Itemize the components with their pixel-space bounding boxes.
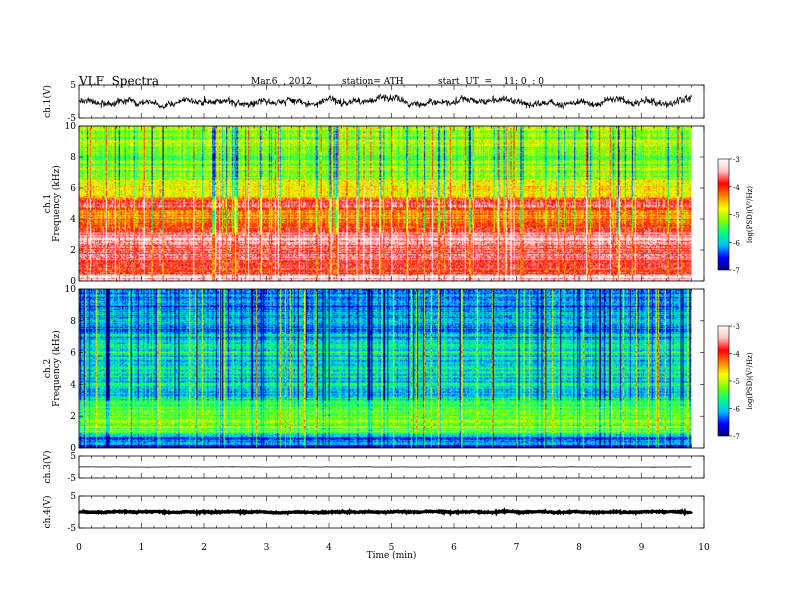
x-tick-label: 8	[576, 543, 582, 553]
x-tick-label: 6	[451, 543, 457, 553]
ch1-spectrogram-ytick-label: 4	[70, 215, 76, 225]
ch1-spectrogram-image	[79, 126, 692, 281]
ch1-waveform-ytick-label: -5	[67, 114, 76, 124]
x-tick-label: 4	[326, 543, 332, 553]
ch1-spectrogram-ytick-label: 2	[70, 246, 76, 256]
colorbar-tick-label: -7	[733, 267, 740, 275]
colorbar-tick-label: -4	[733, 351, 740, 359]
header-station: station= ATH	[342, 77, 404, 87]
ch2-spectrogram-ytick-label: 6	[70, 349, 76, 359]
ch1-waveform-ylabel: ch.1(V)	[42, 85, 53, 118]
header-date: Mar.6 , 2012	[251, 77, 312, 87]
x-tick-label: 9	[639, 543, 645, 553]
colorbar-tick-label: -7	[733, 433, 740, 441]
ch1-spectrogram-ytick-label: 10	[65, 122, 77, 132]
x-tick-label: 2	[201, 543, 207, 553]
x-tick-label: 3	[264, 543, 270, 553]
colorbar-tick-label: -4	[733, 184, 740, 192]
colorbar-tick-label: -6	[733, 406, 740, 414]
x-tick-label: 0	[76, 543, 82, 553]
x-tick-label: 1	[139, 543, 145, 553]
colorbar-tick-label: -5	[733, 378, 740, 386]
colorbar-label: log(PSD)(V²/Hz)	[746, 186, 754, 243]
ch2-spectrogram-ytick-label: 10	[65, 285, 77, 295]
colorbar-label: log(PSD)(V²/Hz)	[746, 352, 754, 409]
ch1-spectrogram-ytick-label: 6	[70, 184, 76, 194]
ch1-spectrogram-ytick-label: 8	[70, 153, 76, 163]
ch2-spectrogram-ytick-label: 4	[70, 380, 76, 390]
x-tick-label: 5	[389, 543, 395, 553]
colorbar-tick-label: -6	[733, 239, 740, 247]
colorbar-tick-label: -5	[733, 212, 740, 220]
ch3-waveform-ytick-label: 5	[70, 452, 76, 462]
ch1-waveform-trace	[78, 93, 692, 110]
ch2-spectrogram-ytick-label: 2	[70, 412, 76, 422]
x-tick-label: 7	[514, 543, 520, 553]
colorbar-2	[717, 325, 730, 437]
ch2-spectrogram-image	[79, 289, 692, 448]
ch1-spectrogram-ylabel: Frequency (kHz)	[51, 165, 62, 242]
header-start-time: start UT = 11: 0 : 0	[438, 77, 544, 87]
app-title: VLF Spectra	[79, 74, 160, 88]
ch4-waveform-trace	[77, 507, 693, 517]
x-axis-label: Time (min)	[367, 550, 417, 561]
colorbar-1	[717, 158, 730, 271]
ch2-spectrogram-ylabel: ch.2	[43, 359, 53, 378]
ch2-spectrogram-ylabel: Frequency (kHz)	[51, 330, 62, 407]
ch4-waveform-ylabel: ch.4(V)	[42, 496, 53, 529]
ch2-spectrogram-ytick-label: 8	[70, 317, 76, 327]
ch1-waveform-ytick-label: 5	[70, 81, 76, 91]
colorbar-tick-label: -3	[733, 156, 740, 164]
x-tick-label: 10	[698, 543, 710, 553]
ch1-spectrogram-ylabel: ch.1	[43, 194, 53, 213]
ch1-spectrogram-ytick-label: 0	[70, 277, 76, 287]
ch2-spectrogram-ytick-label: 0	[70, 444, 76, 454]
colorbar-tick-label: -3	[733, 323, 740, 331]
ch4-waveform-ytick-label: 5	[70, 492, 76, 502]
ch3-waveform-trace	[78, 466, 692, 468]
ch3-waveform-ylabel: ch.3(V)	[42, 451, 53, 484]
ch3-waveform-ytick-label: -5	[67, 474, 76, 484]
ch4-waveform-ytick-label: -5	[67, 524, 76, 534]
